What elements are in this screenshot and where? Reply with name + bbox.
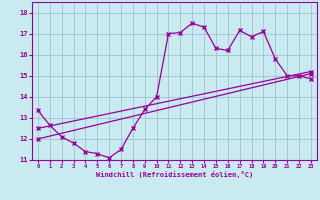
X-axis label: Windchill (Refroidissement éolien,°C): Windchill (Refroidissement éolien,°C): [96, 171, 253, 178]
